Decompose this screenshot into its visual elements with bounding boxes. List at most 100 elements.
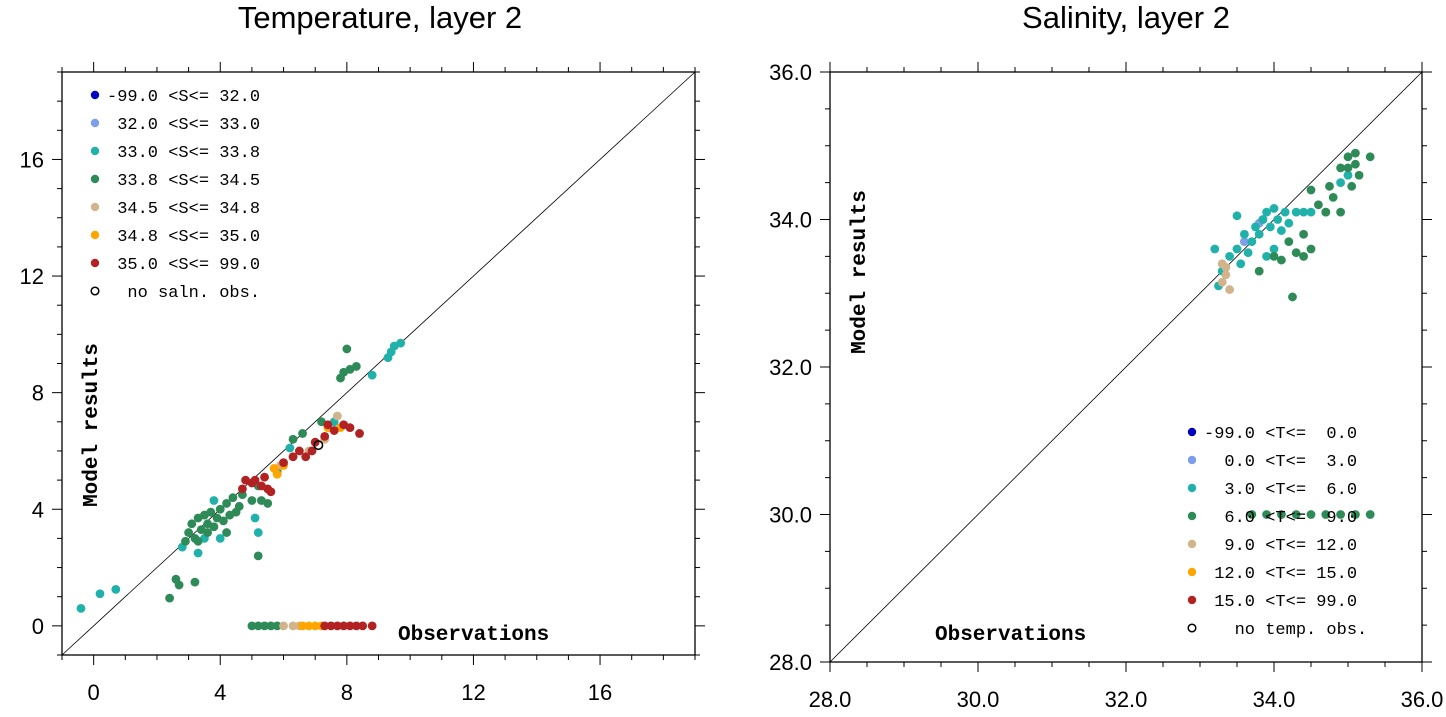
legend-marker xyxy=(1187,595,1197,605)
data-point xyxy=(307,446,317,456)
data-point xyxy=(1306,185,1316,195)
data-point xyxy=(228,493,238,502)
salinity-chart: Salinity, layer 2 28.0 30.0 32.0 34.0 36.0 28.… xyxy=(769,0,1443,712)
data-point xyxy=(351,621,361,631)
data-point xyxy=(1240,237,1249,247)
legend-label: no temp. obs. xyxy=(1204,621,1367,640)
data-point xyxy=(1365,510,1375,519)
y-tick-label: 16 xyxy=(20,147,44,172)
data-point xyxy=(1299,251,1308,261)
data-point xyxy=(184,528,194,537)
data-point xyxy=(1277,510,1286,519)
legend-marker xyxy=(90,90,100,100)
data-point xyxy=(1365,152,1375,162)
legend-marker xyxy=(90,118,100,128)
data-point xyxy=(1321,510,1331,519)
data-point xyxy=(288,452,298,462)
one-to-one-line xyxy=(829,71,1423,663)
data-point xyxy=(193,548,203,558)
legend-label: 12.0 <T<= 15.0 xyxy=(1204,565,1357,584)
data-point xyxy=(253,551,263,561)
y-tick-label: 0 xyxy=(32,614,44,639)
legend-marker xyxy=(90,258,100,268)
data-point xyxy=(279,621,288,631)
legend-marker xyxy=(1187,455,1197,465)
data-point xyxy=(288,621,298,631)
x-tick-label: 16 xyxy=(588,680,612,705)
data-point xyxy=(1321,207,1331,217)
data-point xyxy=(1217,277,1227,287)
legend-label: 0.0 <T<= 3.0 xyxy=(1204,453,1357,472)
data-point xyxy=(1251,222,1260,232)
data-point xyxy=(165,593,175,603)
data-point xyxy=(1299,207,1308,217)
x-tick-label: 30.0 xyxy=(957,687,1000,712)
y-tick-label: 28.0 xyxy=(769,650,812,675)
data-point xyxy=(174,580,184,590)
legend-marker xyxy=(1187,483,1197,493)
legend-label: 9.0 <T<= 12.0 xyxy=(1204,537,1357,556)
data-point xyxy=(1277,255,1286,265)
data-point xyxy=(1240,229,1249,239)
data-point xyxy=(1243,248,1253,258)
data-point xyxy=(1210,244,1220,254)
x-tick-label: 32.0 xyxy=(1105,687,1148,712)
data-point xyxy=(294,446,304,456)
data-point xyxy=(396,338,406,348)
data-point xyxy=(1291,207,1301,217)
data-point xyxy=(345,621,355,631)
data-point xyxy=(1291,248,1301,258)
legend-label: 3.0 <T<= 6.0 xyxy=(1204,481,1357,500)
data-point xyxy=(301,452,311,462)
data-point xyxy=(95,589,105,599)
legend-marker-ring xyxy=(1187,623,1197,633)
data-point xyxy=(339,621,349,631)
x-tick-label: 4 xyxy=(214,680,226,705)
legend-label: no saln. obs. xyxy=(107,284,260,303)
data-point xyxy=(298,429,307,438)
y-tick-label: 8 xyxy=(32,381,44,406)
data-point xyxy=(1299,229,1308,239)
x-tick-label: 34.0 xyxy=(1253,687,1296,712)
data-point xyxy=(1306,244,1316,254)
legend-label: 35.0 <S<= 99.0 xyxy=(107,256,260,275)
legend-label: 33.0 <S<= 33.8 xyxy=(107,144,260,163)
data-point xyxy=(1280,207,1290,217)
data-point xyxy=(1247,510,1257,519)
data-point xyxy=(1336,207,1345,217)
data-point xyxy=(193,536,203,546)
data-point xyxy=(304,621,314,631)
data-point xyxy=(1277,226,1286,235)
legend-marker xyxy=(90,146,100,156)
y-tick-label: 36.0 xyxy=(769,60,812,85)
x-tick-label: 8 xyxy=(341,680,353,705)
legend-marker xyxy=(1187,567,1197,577)
x-tick-label: 12 xyxy=(461,680,485,705)
data-point xyxy=(351,362,361,371)
data-point xyxy=(190,577,200,587)
y-tick-label: 4 xyxy=(32,497,44,522)
data-point xyxy=(332,411,342,421)
data-point xyxy=(320,431,330,441)
data-point xyxy=(1258,215,1268,224)
y-tick-label: 12 xyxy=(20,264,44,289)
data-point xyxy=(222,528,231,537)
data-point xyxy=(1291,510,1301,519)
data-point xyxy=(323,420,333,430)
data-point xyxy=(247,496,257,505)
data-point xyxy=(203,528,212,537)
data-point xyxy=(1262,207,1271,217)
data-point xyxy=(1336,510,1345,519)
data-point xyxy=(1336,163,1345,173)
data-point xyxy=(1351,510,1360,519)
data-point xyxy=(187,519,197,529)
data-point xyxy=(1254,229,1264,239)
data-point xyxy=(1351,159,1360,169)
data-point xyxy=(1273,215,1283,224)
data-point xyxy=(1284,237,1294,247)
data-point xyxy=(181,536,190,546)
data-point xyxy=(1284,218,1294,228)
data-point xyxy=(1343,163,1353,173)
data-point xyxy=(1236,259,1246,269)
legend-marker xyxy=(90,202,100,212)
